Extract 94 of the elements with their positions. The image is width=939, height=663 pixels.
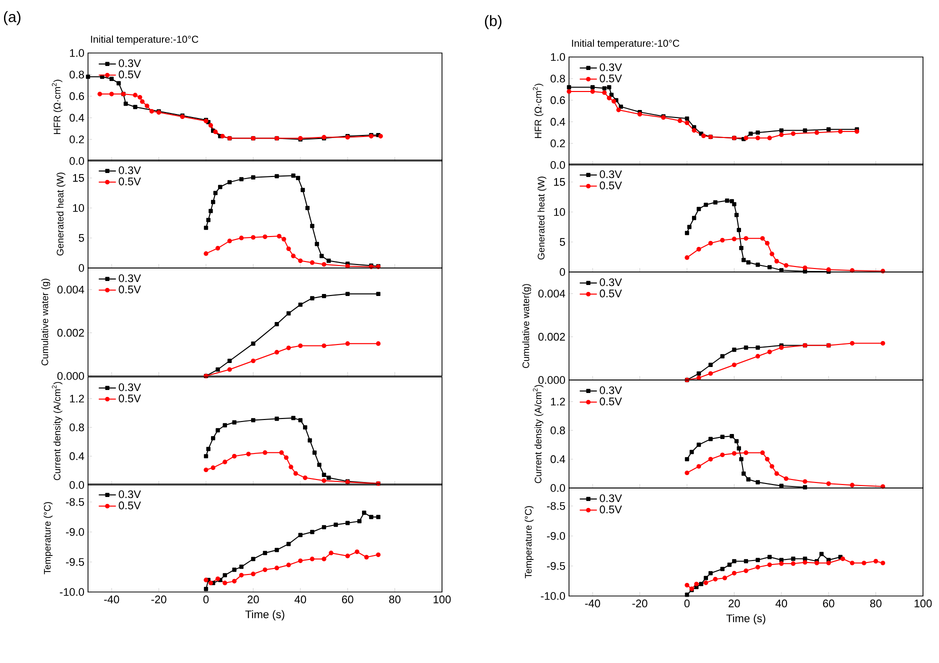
legend-label: 0.3V — [600, 278, 622, 286]
x-tick-label: 20 — [248, 596, 259, 604]
y-tick-label: 0.2 — [70, 136, 84, 144]
x-tick-label: 0 — [684, 600, 690, 608]
y-axis-title: HFR (Ω·cm$^{2}$) — [532, 84, 544, 138]
y-tick-label: 0.002 — [57, 328, 84, 337]
y-tick-label: 0 — [78, 264, 84, 272]
y-tick-label: 0.4 — [550, 455, 566, 464]
x-tick-label: -20 — [151, 596, 166, 604]
legend-label: 0.5V — [118, 178, 141, 186]
y-tick-label: 0.8 — [550, 426, 565, 434]
x-axis-title: Time (s) — [726, 614, 766, 624]
y-tick-label: 10 — [73, 204, 84, 212]
y-tick-label: 0.0 — [550, 484, 566, 492]
legend-label: 0.3V — [600, 170, 622, 178]
chart-title: Initial temperature:-10°C — [91, 35, 198, 45]
text: (b) — [484, 15, 502, 30]
y-tick-label: 10 — [554, 208, 566, 216]
y-tick-label: 1.0 — [70, 49, 84, 57]
legend-label: 0.5V — [600, 506, 622, 514]
y-tick-label: 0.0 — [550, 161, 566, 169]
y-tick-label: 0.002 — [538, 332, 565, 341]
y-tick-label: 0.6 — [70, 92, 84, 100]
y-axis-title: Cumulative water (g) — [41, 278, 50, 366]
x-tick-label: 100 — [434, 596, 451, 604]
text: (a) — [4, 11, 20, 26]
y-tick-label: 0.2 — [550, 140, 565, 148]
legend-label: 0.5V — [118, 286, 141, 294]
x-tick-label: -40 — [104, 596, 120, 604]
y-tick-label: -9.0 — [66, 528, 84, 536]
legend-label: 0.5V — [600, 182, 622, 190]
legend-label: 0.5V — [118, 394, 141, 402]
x-tick-label: 80 — [870, 600, 882, 608]
x-tick-label: 40 — [776, 600, 788, 608]
x-tick-label: -40 — [585, 600, 600, 608]
y-tick-label: 0.0 — [70, 481, 84, 489]
y-tick-label: -9.5 — [66, 558, 84, 566]
y-tick-label: 1.2 — [551, 398, 565, 406]
y-tick-label: 1.0 — [551, 53, 566, 61]
y-axis-title: Generated heat (W) — [538, 176, 546, 260]
x-tick-label: 0 — [203, 596, 209, 604]
x-tick-label: 80 — [389, 596, 400, 604]
y-tick-label: -8.5 — [547, 502, 565, 510]
y-tick-label: 15 — [73, 174, 84, 182]
y-axis-title: Current density (A/cm$^{2}$) — [52, 382, 62, 480]
legend-label: 0.3V — [118, 59, 141, 68]
y-tick-label: 0.0 — [70, 157, 84, 165]
y-tick-label: 0.004 — [57, 286, 84, 294]
legend-label: 0.3V — [600, 63, 622, 72]
y-axis-title: Generated heat (W) — [56, 172, 66, 256]
legend-label: 0.3V — [118, 274, 141, 282]
y-tick-label: 0.8 — [70, 70, 84, 78]
y-tick-label: -10.0 — [540, 592, 566, 600]
y-axis-title: HFR (Ω·cm$^{2}$) — [52, 80, 62, 134]
y-tick-label: -9.0 — [547, 532, 566, 540]
y-tick-label: 1.2 — [70, 394, 84, 402]
y-tick-label: 0.000 — [57, 372, 84, 380]
y-tick-label: 0.6 — [550, 96, 565, 104]
legend-label: 0.3V — [118, 383, 141, 392]
legend-label: 0.3V — [600, 494, 622, 502]
legend-label: 0.3V — [118, 166, 141, 174]
y-tick-label: 0.8 — [550, 74, 565, 82]
legend-label: 0.5V — [118, 70, 141, 78]
y-tick-label: -9.5 — [547, 562, 565, 570]
legend-label: 0.5V — [118, 502, 141, 510]
y-tick-label: 5 — [560, 238, 565, 246]
chart-title: Initial temperature:-10°C — [572, 39, 680, 49]
y-axis-title: Cumulative water(g) — [522, 284, 532, 368]
y-tick-label: 5 — [78, 234, 84, 242]
x-tick-label: 40 — [294, 596, 306, 604]
y-tick-label: 0.4 — [550, 118, 566, 126]
y-axis-title: Current density (A/cm$^{2}$) — [532, 384, 544, 484]
legend-label: 0.5V — [600, 398, 622, 406]
y-tick-label: 0.004 — [538, 290, 566, 298]
y-axis-title: Temperature (°C) — [44, 502, 53, 574]
y-tick-label: 0.4 — [70, 114, 84, 122]
y-tick-label: 0.000 — [538, 376, 566, 384]
y-tick-label: 0.8 — [70, 424, 84, 432]
x-tick-label: 60 — [342, 596, 354, 604]
legend-label: 0.3V — [600, 386, 622, 394]
x-tick-label: -20 — [632, 600, 648, 608]
legend-label: 0.5V — [600, 74, 622, 82]
y-tick-label: -10.0 — [60, 588, 84, 596]
legend-label: 0.3V — [118, 490, 141, 498]
x-axis-title: Time (s) — [245, 610, 284, 620]
y-tick-label: 15 — [554, 178, 565, 186]
y-tick-label: 0 — [560, 268, 566, 276]
y-axis-title: Temperature (°C) — [524, 506, 534, 578]
y-tick-label: 0.4 — [70, 452, 84, 460]
y-tick-label: -8.5 — [66, 498, 84, 506]
x-tick-label: 20 — [728, 600, 740, 608]
x-tick-label: 100 — [914, 600, 932, 608]
legend-label: 0.5V — [600, 290, 622, 298]
x-tick-label: 60 — [823, 600, 834, 608]
